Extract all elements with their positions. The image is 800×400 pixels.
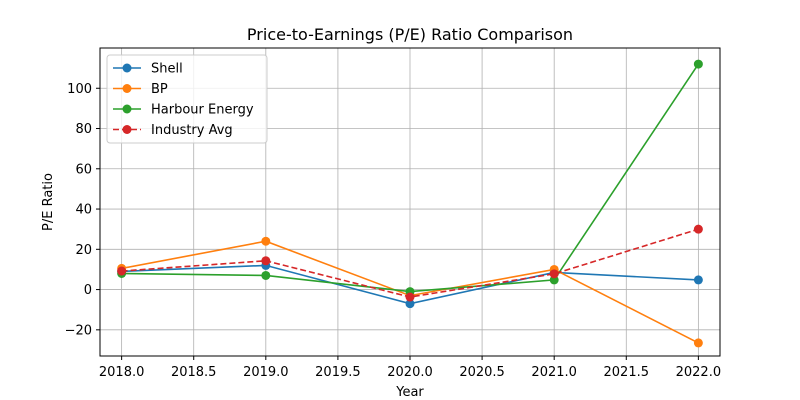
y-tick-label: 60 xyxy=(75,162,92,177)
legend-item-harbour-energy: Harbour Energy xyxy=(113,103,254,118)
series-industry-avg xyxy=(117,224,703,302)
y-tick-label: 80 xyxy=(75,122,92,137)
x-tick-label: 2020.5 xyxy=(459,365,505,380)
x-tick-label: 2018.5 xyxy=(171,365,217,380)
data-point-industry-avg xyxy=(549,269,559,279)
data-point-bp xyxy=(261,236,271,246)
x-axis-label: Year xyxy=(395,385,424,400)
legend-label: BP xyxy=(151,82,168,97)
y-tick-label: 40 xyxy=(75,203,92,218)
x-tick-label: 2020.0 xyxy=(387,365,433,380)
legend-marker xyxy=(122,125,132,134)
legend-label: Industry Avg xyxy=(151,123,233,138)
legend-box xyxy=(106,54,268,144)
data-point-industry-avg xyxy=(261,256,271,266)
data-point-industry-avg xyxy=(117,266,127,276)
chart-title: Price-to-Earnings (P/E) Ratio Comparison xyxy=(247,25,573,44)
legend: Shell BP Harbour Energy Industry Avg xyxy=(106,54,268,144)
x-tick-label: 2022.0 xyxy=(676,365,722,380)
data-point-industry-avg xyxy=(693,224,703,234)
ticks: 2018.0 2018.5 2019.0 2019.5 2020.0 2020.5 2021… xyxy=(65,82,722,380)
x-tick-label: 2019.5 xyxy=(315,365,361,380)
legend-label: Shell xyxy=(151,62,183,77)
data-point-shell xyxy=(405,299,415,309)
x-tick-label: 2021.5 xyxy=(604,365,650,380)
legend-item-bp: BP xyxy=(113,82,168,97)
legend-marker xyxy=(122,84,132,93)
legend-item-shell: Shell xyxy=(113,62,183,77)
legend-item-industry-avg: Industry Avg xyxy=(113,123,233,138)
y-tick-label: −20 xyxy=(65,323,92,338)
y-tick-label: 100 xyxy=(67,82,92,97)
x-tick-label: 2021.0 xyxy=(531,365,577,380)
data-point-industry-avg xyxy=(405,292,415,302)
x-tick-label: 2019.0 xyxy=(243,365,289,380)
plot-area xyxy=(117,59,703,348)
y-tick-label: 0 xyxy=(84,283,92,298)
legend-marker xyxy=(122,63,132,73)
x-tick-label: 2018.0 xyxy=(99,365,145,380)
data-point-shell xyxy=(693,275,703,285)
data-point-harbour-energy xyxy=(693,59,703,69)
legend-label: Harbour Energy xyxy=(151,103,254,118)
y-axis-label: P/E Ratio xyxy=(41,173,56,231)
legend-marker xyxy=(122,104,132,114)
data-point-bp xyxy=(693,338,703,348)
y-tick-label: 20 xyxy=(75,243,92,258)
data-point-harbour-energy xyxy=(261,270,271,280)
